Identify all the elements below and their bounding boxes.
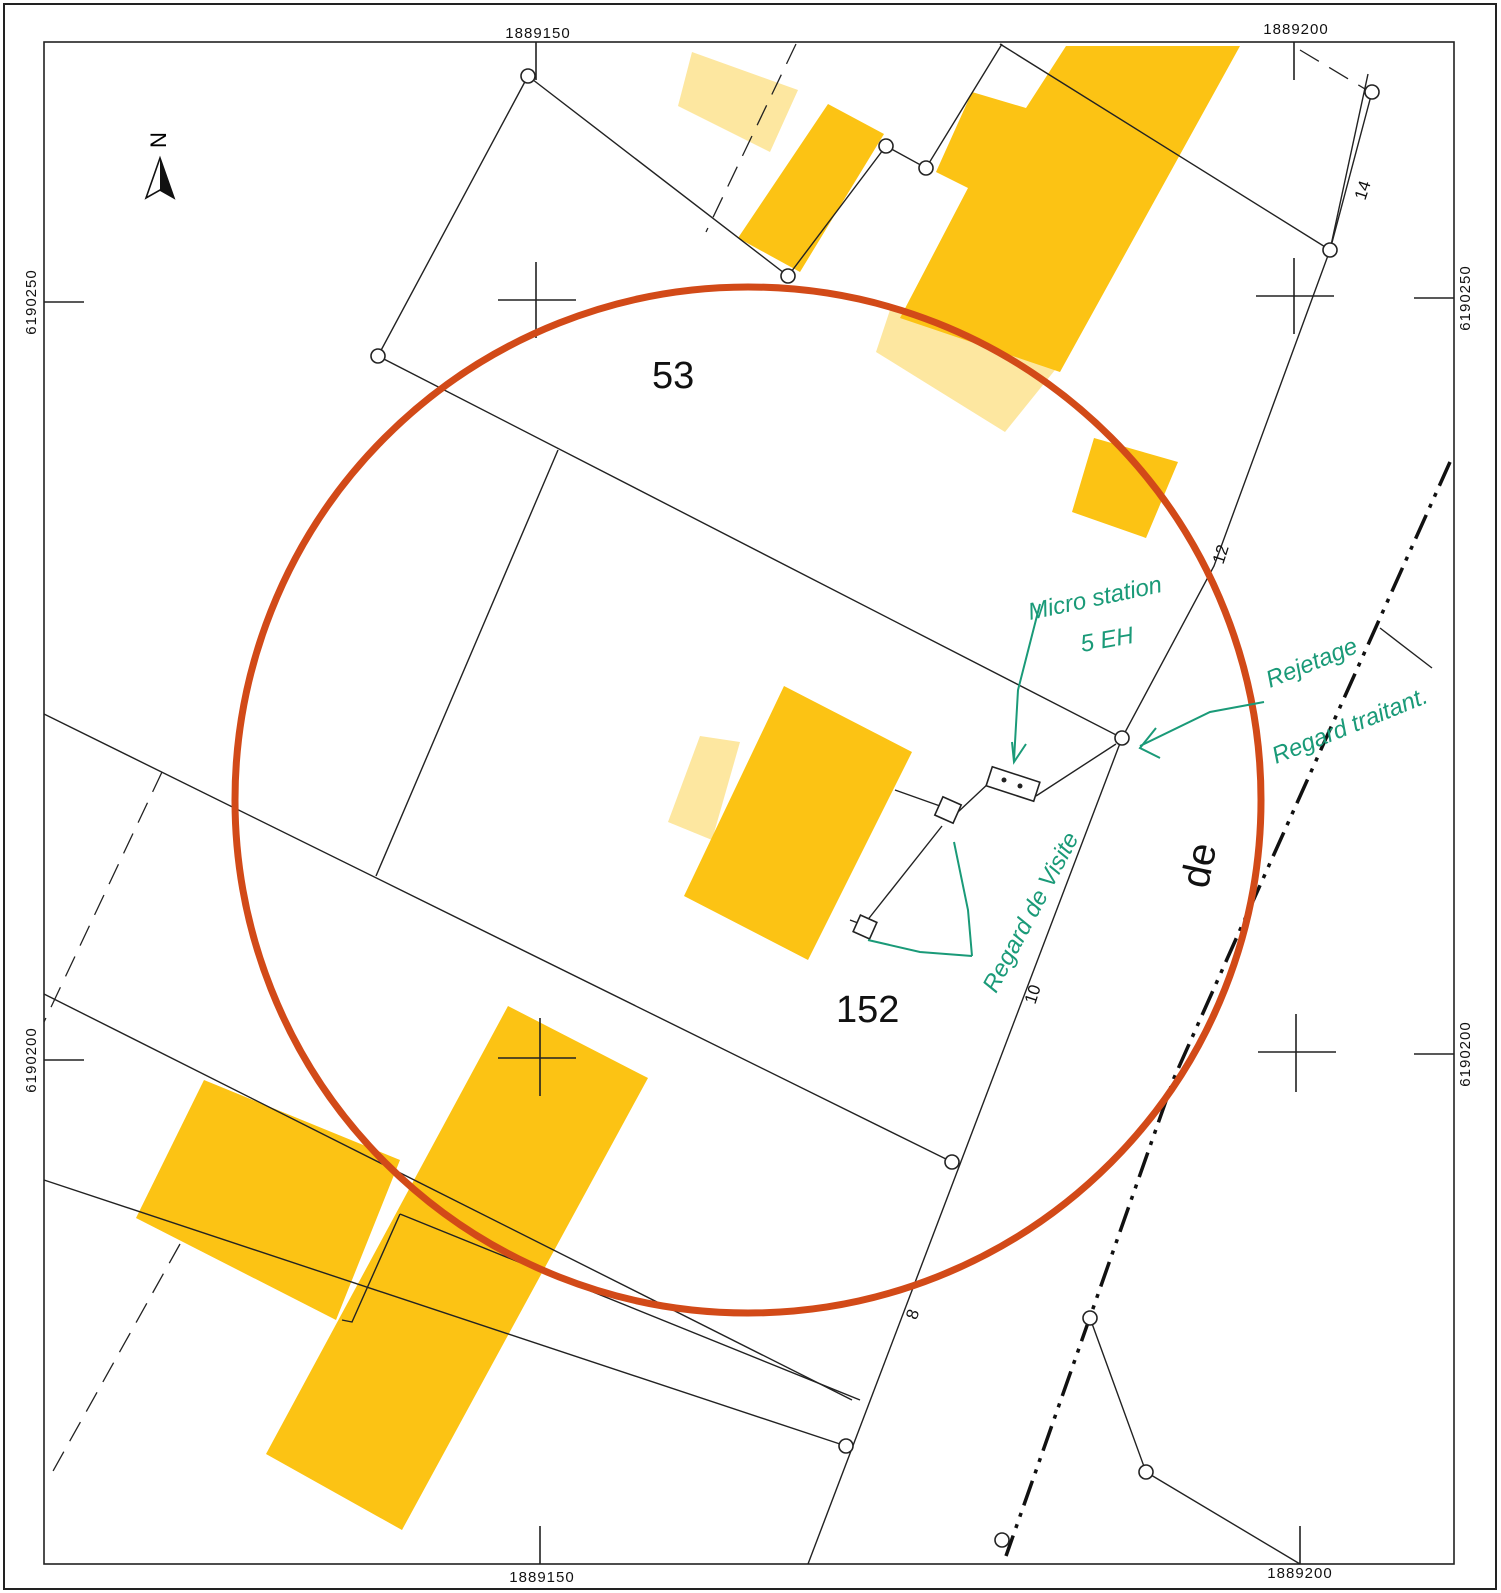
coord-x-bottom-left: 1889150 (509, 1569, 574, 1586)
handwritten-annotations: Micro station 5 EH Rejetage Regard trait… (867, 571, 1432, 997)
building-top-large (900, 46, 1240, 372)
coord-x-top-right: 1889200 (1263, 21, 1328, 38)
coord-y-right-bottom: 6190200 (1457, 1021, 1474, 1086)
rejet-regard-note: Regard traitant. (1268, 683, 1431, 770)
street-number: 8 (902, 1307, 923, 1322)
building-right-small (1072, 438, 1178, 538)
coord-x-top-left: 1889150 (505, 25, 570, 42)
annex-building-top-right (876, 310, 1055, 432)
coord-y-left-bottom: 6190200 (23, 1027, 40, 1092)
inspection-chamber-lower (852, 914, 878, 940)
street-number: 14 (1351, 178, 1375, 202)
main-buildings (136, 46, 1240, 1530)
micro-station-note: Micro station (1026, 571, 1165, 626)
micro-station-capacity-note: 5 EH (1078, 622, 1136, 658)
annex-buildings (668, 52, 1055, 840)
micro-station-port-icon (1001, 777, 1007, 783)
parcel-vertices (370, 68, 1380, 1548)
regard-visite-note: Regard de Visite (977, 828, 1084, 997)
buffer-circle (231, 283, 1265, 1317)
micro-station-symbol (985, 765, 1041, 803)
rejet-note: Rejetage (1262, 633, 1361, 694)
coord-y-right-top: 6190250 (1457, 265, 1474, 330)
street-number: 10 (1021, 982, 1045, 1006)
north-arrow: N (144, 132, 176, 200)
outer-frame (3, 3, 1497, 1590)
building-bottom-center (266, 1006, 648, 1530)
sanitation-sketch (849, 743, 1117, 940)
road-label: de (1173, 839, 1225, 892)
map-frame (43, 41, 1455, 1565)
north-label: N (146, 132, 171, 148)
micro-station-port-icon (1017, 783, 1023, 789)
grid-crosses (44, 42, 1454, 1564)
annex-building-top-left (678, 52, 798, 152)
inspection-chamber-upper (933, 795, 963, 825)
street-number: 12 (1209, 542, 1233, 566)
coord-y-left-top: 6190250 (23, 269, 40, 334)
parcel-label-152: 152 (836, 989, 899, 1031)
coord-x-bottom-right: 1889200 (1267, 1565, 1332, 1582)
building-center (684, 686, 912, 960)
parcel-label-53: 53 (652, 355, 694, 397)
building-top-small (738, 104, 884, 272)
annex-building-center (668, 736, 740, 840)
